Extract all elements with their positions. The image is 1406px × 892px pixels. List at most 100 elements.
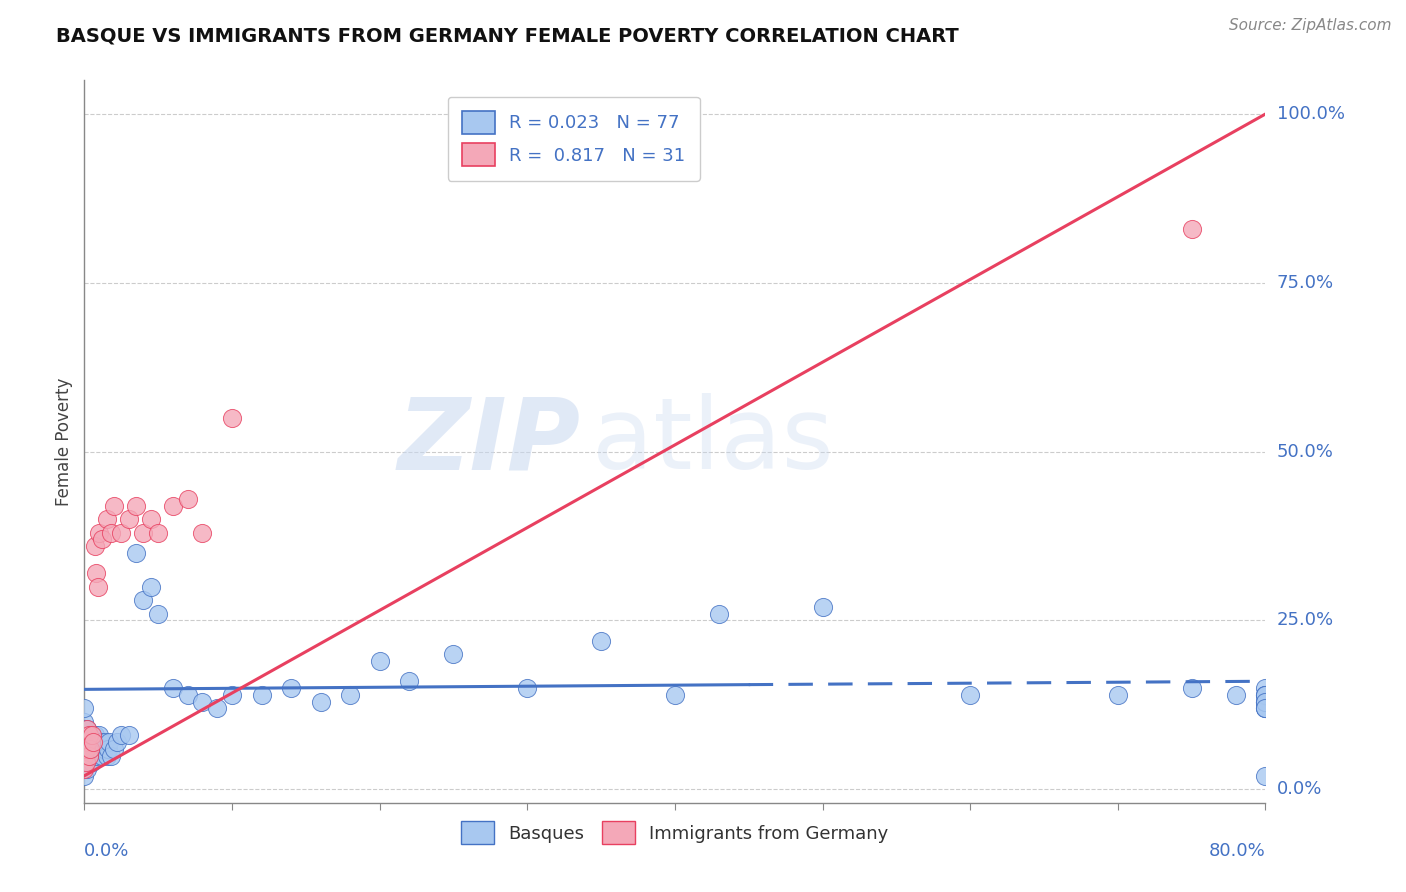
Point bbox=[73, 756, 96, 770]
Point bbox=[76, 762, 98, 776]
Point bbox=[86, 580, 108, 594]
Text: 80.0%: 80.0% bbox=[1209, 842, 1265, 860]
Point bbox=[664, 688, 686, 702]
Text: 100.0%: 100.0% bbox=[1277, 105, 1344, 123]
Point bbox=[73, 735, 96, 749]
Point bbox=[83, 728, 105, 742]
Point bbox=[139, 512, 162, 526]
Point bbox=[83, 741, 105, 756]
Point bbox=[77, 728, 100, 742]
Text: Source: ZipAtlas.com: Source: ZipAtlas.com bbox=[1229, 18, 1392, 33]
Point bbox=[221, 411, 243, 425]
Point bbox=[75, 741, 97, 756]
Point bbox=[709, 607, 731, 621]
Point bbox=[132, 525, 155, 540]
Point bbox=[148, 525, 170, 540]
Point bbox=[309, 694, 332, 708]
Point bbox=[959, 688, 981, 702]
Point bbox=[191, 694, 214, 708]
Point bbox=[82, 735, 104, 749]
Point bbox=[73, 722, 96, 736]
Point bbox=[91, 748, 114, 763]
Point bbox=[73, 728, 96, 742]
Point bbox=[110, 728, 132, 742]
Point bbox=[398, 674, 420, 689]
Point bbox=[1254, 701, 1277, 715]
Text: 50.0%: 50.0% bbox=[1277, 442, 1333, 460]
Point bbox=[103, 499, 125, 513]
Point bbox=[148, 607, 170, 621]
Point bbox=[1254, 694, 1277, 708]
Point bbox=[76, 735, 98, 749]
Point bbox=[79, 735, 101, 749]
Point bbox=[82, 735, 104, 749]
Point bbox=[100, 748, 122, 763]
Point bbox=[77, 756, 100, 770]
Point bbox=[191, 525, 214, 540]
Point bbox=[80, 741, 103, 756]
Point bbox=[73, 735, 96, 749]
Point bbox=[110, 525, 132, 540]
Point bbox=[443, 647, 465, 661]
Point bbox=[87, 728, 111, 742]
Point bbox=[1254, 701, 1277, 715]
Point bbox=[1107, 688, 1129, 702]
Point bbox=[77, 728, 100, 742]
Point bbox=[76, 735, 98, 749]
Point bbox=[125, 499, 148, 513]
Point bbox=[162, 499, 184, 513]
Point bbox=[87, 525, 111, 540]
Point bbox=[1254, 701, 1277, 715]
Point bbox=[207, 701, 229, 715]
Point bbox=[96, 512, 118, 526]
Text: 0.0%: 0.0% bbox=[84, 842, 129, 860]
Point bbox=[94, 735, 117, 749]
Text: ZIP: ZIP bbox=[398, 393, 581, 490]
Point bbox=[105, 735, 128, 749]
Point bbox=[1254, 694, 1277, 708]
Point bbox=[96, 748, 118, 763]
Point bbox=[280, 681, 302, 695]
Point bbox=[73, 714, 96, 729]
Point bbox=[79, 741, 101, 756]
Point bbox=[1254, 681, 1277, 695]
Point bbox=[73, 741, 96, 756]
Point bbox=[76, 722, 98, 736]
Point bbox=[1225, 688, 1247, 702]
Point bbox=[1254, 694, 1277, 708]
Point bbox=[79, 748, 101, 763]
Point bbox=[90, 735, 112, 749]
Point bbox=[139, 580, 162, 594]
Point bbox=[250, 688, 273, 702]
Legend: Basques, Immigrants from Germany: Basques, Immigrants from Germany bbox=[454, 814, 896, 852]
Text: atlas: atlas bbox=[592, 393, 834, 490]
Point bbox=[368, 654, 391, 668]
Point bbox=[1254, 688, 1277, 702]
Y-axis label: Female Poverty: Female Poverty bbox=[55, 377, 73, 506]
Point bbox=[91, 533, 114, 547]
Point bbox=[98, 735, 121, 749]
Point bbox=[100, 525, 122, 540]
Point bbox=[93, 741, 115, 756]
Point bbox=[811, 599, 834, 614]
Point bbox=[1181, 681, 1204, 695]
Point bbox=[73, 748, 96, 763]
Text: 25.0%: 25.0% bbox=[1277, 612, 1334, 630]
Point bbox=[76, 722, 98, 736]
Point bbox=[84, 748, 107, 763]
Point bbox=[1254, 688, 1277, 702]
Point bbox=[80, 728, 103, 742]
Point bbox=[1254, 769, 1277, 783]
Point bbox=[87, 741, 111, 756]
Point bbox=[73, 762, 96, 776]
Point bbox=[103, 741, 125, 756]
Point bbox=[221, 688, 243, 702]
Text: 0.0%: 0.0% bbox=[1277, 780, 1322, 798]
Point bbox=[80, 756, 103, 770]
Point bbox=[516, 681, 538, 695]
Point bbox=[591, 633, 613, 648]
Point bbox=[76, 748, 98, 763]
Point bbox=[83, 539, 105, 553]
Text: BASQUE VS IMMIGRANTS FROM GERMANY FEMALE POVERTY CORRELATION CHART: BASQUE VS IMMIGRANTS FROM GERMANY FEMALE… bbox=[56, 27, 959, 45]
Point bbox=[118, 512, 141, 526]
